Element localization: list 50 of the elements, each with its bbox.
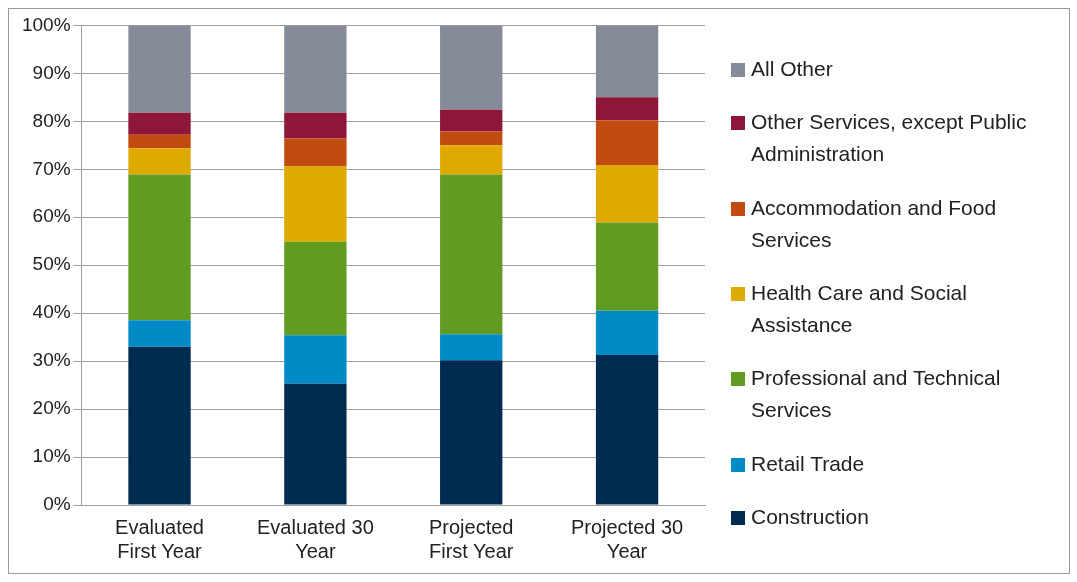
y-tick-label: 20%	[32, 397, 71, 419]
bar	[128, 134, 191, 149]
y-tick-label: 80%	[32, 109, 71, 131]
bar	[595, 25, 659, 98]
legend-label: All Other	[751, 56, 833, 82]
legend-label: Health Care and Social Assistance	[751, 280, 968, 338]
y-tick-label: 40%	[32, 301, 71, 323]
x-tick-label: Projected First Year	[428, 515, 514, 562]
y-tick-label: 90%	[32, 61, 71, 83]
legend-label: Construction	[751, 503, 869, 530]
y-tick-label: 10%	[32, 445, 71, 467]
bar	[284, 241, 347, 336]
legend-label: Retail Trade	[751, 450, 865, 477]
x-tick-label: Evaluated First Year	[115, 515, 204, 562]
bar	[128, 148, 191, 175]
legend-label: Accommodation and Food Services	[751, 194, 998, 253]
y-tick-label: 50%	[32, 253, 71, 275]
y-tick-label: 100%	[21, 13, 71, 35]
bar	[284, 138, 347, 167]
bar	[284, 383, 347, 505]
bar	[440, 360, 503, 505]
x-tick-label: Evaluated 30 Year	[256, 515, 374, 562]
legend-label: Professional and Technical Services	[751, 365, 1002, 424]
x-tick-label: Projected 30 Year	[570, 515, 684, 562]
bar	[284, 112, 347, 139]
bar	[440, 145, 503, 175]
bar	[128, 346, 191, 505]
bar	[595, 354, 659, 505]
bar	[595, 97, 659, 121]
bar	[128, 25, 191, 113]
bar	[440, 109, 503, 132]
bar	[128, 174, 191, 321]
bar	[284, 166, 347, 242]
bar	[284, 335, 347, 384]
bar	[128, 320, 191, 347]
y-tick-label: 60%	[32, 205, 71, 227]
legend-label: Other Services, except Public Administration	[751, 109, 1028, 168]
bar	[440, 25, 503, 110]
y-tick-label: 30%	[32, 349, 71, 371]
bar	[284, 25, 347, 113]
bar	[595, 310, 659, 355]
bar	[440, 131, 503, 146]
bar	[595, 164, 659, 223]
bar	[128, 112, 191, 135]
bar	[595, 120, 659, 165]
bar	[440, 334, 503, 361]
bar	[440, 174, 503, 335]
y-tick-label: 0%	[43, 493, 71, 515]
y-tick-label: 70%	[32, 157, 71, 179]
bar	[595, 222, 659, 311]
